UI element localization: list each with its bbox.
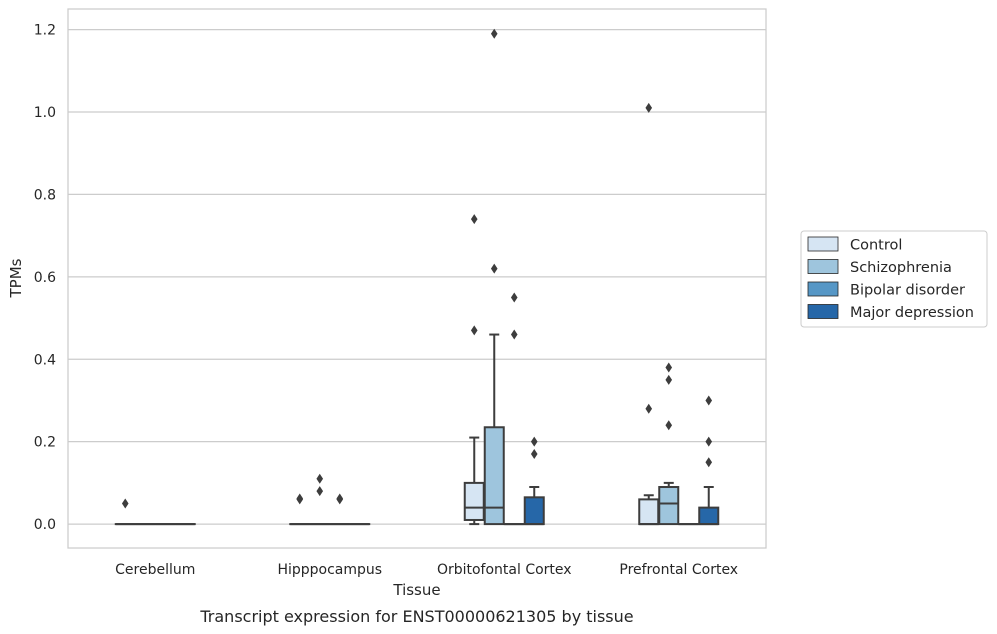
legend-swatch: [807, 259, 839, 274]
x-axis-label: Tissue: [392, 581, 440, 599]
y-tick-label: 1.0: [34, 105, 56, 121]
y-tick-label: 0.4: [34, 352, 56, 368]
x-tick-label: Cerebellum: [115, 562, 195, 578]
outlier-point: [470, 325, 478, 336]
box-group: [483, 28, 505, 526]
legend-label: Control: [850, 238, 902, 254]
outlier-point: [665, 374, 673, 385]
outlier-point: [470, 214, 478, 225]
box-group: [658, 362, 680, 526]
outlier-point: [530, 449, 538, 460]
box: [658, 486, 680, 526]
outlier-point: [645, 102, 653, 113]
y-tick-label: 0.8: [34, 187, 56, 203]
box-group: [329, 493, 351, 526]
outlier-point: [705, 436, 713, 447]
legend-swatch: [807, 281, 839, 297]
legend: Control Schizophrenia Bipolar disorder Majo…: [800, 230, 988, 328]
legend-frame: [800, 230, 988, 328]
y-tick-label: 0.6: [34, 270, 56, 286]
outlier-point: [530, 436, 538, 447]
outlier-point: [665, 362, 673, 373]
plot-area-frame: [67, 8, 767, 549]
box: [698, 506, 720, 526]
outlier-point: [705, 395, 713, 406]
y-axis-label: TPMs: [7, 258, 25, 298]
chart-caption: Transcript expression for ENST0000062130…: [199, 607, 633, 626]
outlier-point: [316, 473, 324, 484]
x-tick-label: Prefrontal Cortex: [619, 562, 738, 578]
outlier-point: [510, 329, 518, 340]
box-group: [309, 473, 331, 526]
outlier-point: [490, 28, 498, 39]
y-tick-label: 0.2: [34, 435, 56, 451]
legend-label: Bipolar disorder: [850, 283, 965, 299]
box: [523, 496, 545, 526]
box: [463, 481, 485, 521]
x-tick-labels: Cerebellum Hipppocampus Orbitofontal Corte…: [115, 562, 738, 578]
outlier-point: [296, 493, 304, 504]
box-group: [114, 498, 136, 526]
box-marks: [114, 28, 720, 526]
gridlines: [68, 28, 766, 525]
outlier-point: [316, 486, 324, 497]
box-group: [289, 493, 311, 526]
box-group: [523, 436, 545, 526]
outlier-point: [510, 292, 518, 303]
outlier-point: [705, 457, 713, 468]
y-tick-label: 1.2: [34, 23, 56, 39]
outlier-point: [336, 493, 344, 504]
x-tick-label: Hipppocampus: [277, 562, 382, 578]
box: [638, 498, 660, 526]
box-group: [638, 102, 660, 526]
legend-swatch: [807, 304, 839, 319]
outlier-point: [645, 403, 653, 414]
box-group: [698, 395, 720, 526]
box-group: [503, 292, 525, 526]
outlier-point: [665, 420, 673, 431]
legend-label: Major depression: [850, 305, 974, 321]
y-tick-labels: 0.0 0.2 0.4 0.6 0.8 1.0 1.2: [34, 23, 56, 533]
outlier-point: [121, 498, 129, 509]
legend-swatch: [807, 236, 839, 252]
x-tick-label: Orbitofontal Cortex: [437, 562, 572, 578]
box: [483, 426, 505, 526]
y-tick-label: 0.0: [34, 517, 56, 533]
legend-label: Schizophrenia: [850, 260, 952, 276]
box-group: [463, 214, 485, 526]
outlier-point: [490, 263, 498, 274]
